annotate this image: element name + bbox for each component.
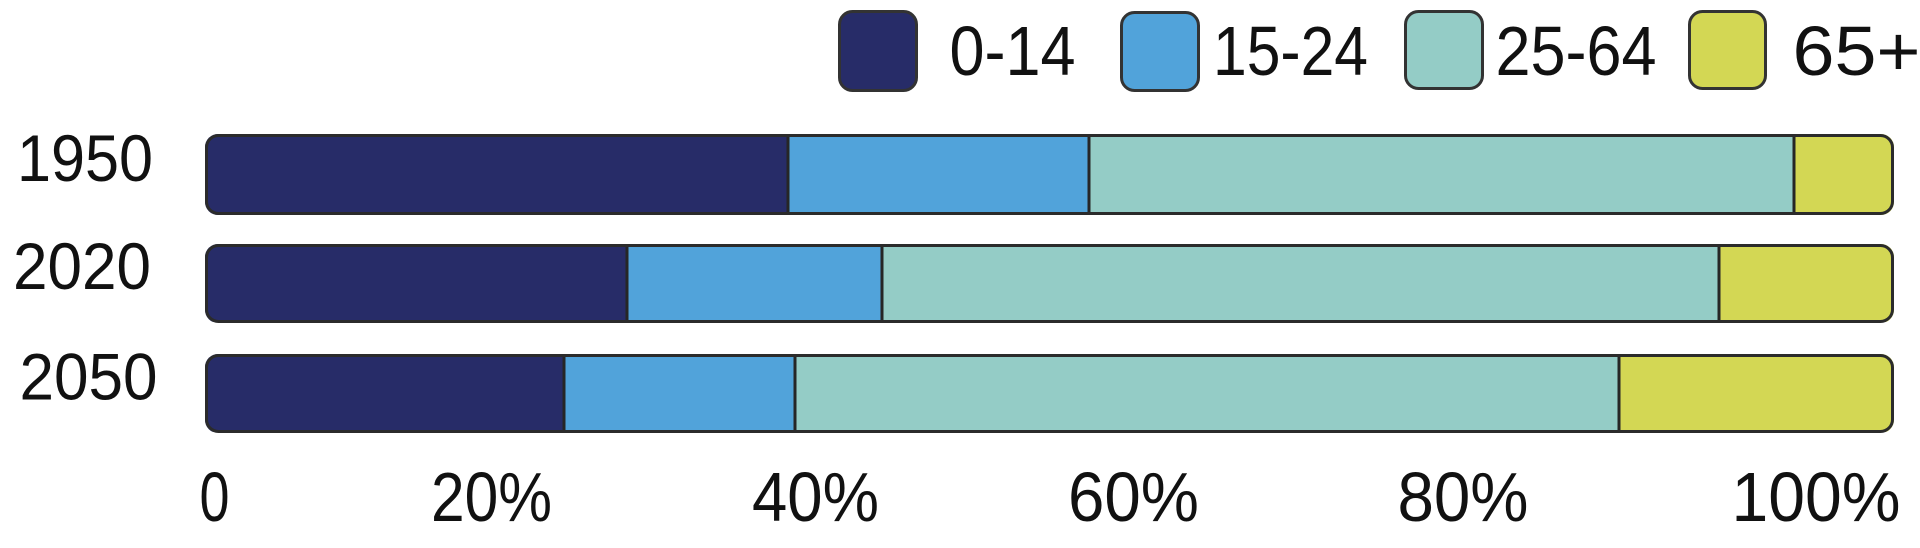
svg-text:15-24: 15-24: [1213, 12, 1368, 90]
svg-text:25-64: 25-64: [1496, 12, 1657, 90]
svg-text:80%: 80%: [1398, 458, 1529, 536]
svg-text:1950: 1950: [17, 121, 153, 195]
svg-text:2050: 2050: [20, 340, 158, 414]
svg-text:0: 0: [200, 458, 230, 536]
svg-text:20%: 20%: [431, 458, 552, 536]
svg-text:60%: 60%: [1068, 458, 1199, 536]
svg-text:0-14: 0-14: [950, 12, 1076, 90]
svg-text:2020: 2020: [13, 229, 151, 303]
svg-text:65+: 65+: [1793, 12, 1920, 90]
svg-text:100%: 100%: [1732, 458, 1901, 536]
svg-text:40%: 40%: [752, 458, 879, 536]
